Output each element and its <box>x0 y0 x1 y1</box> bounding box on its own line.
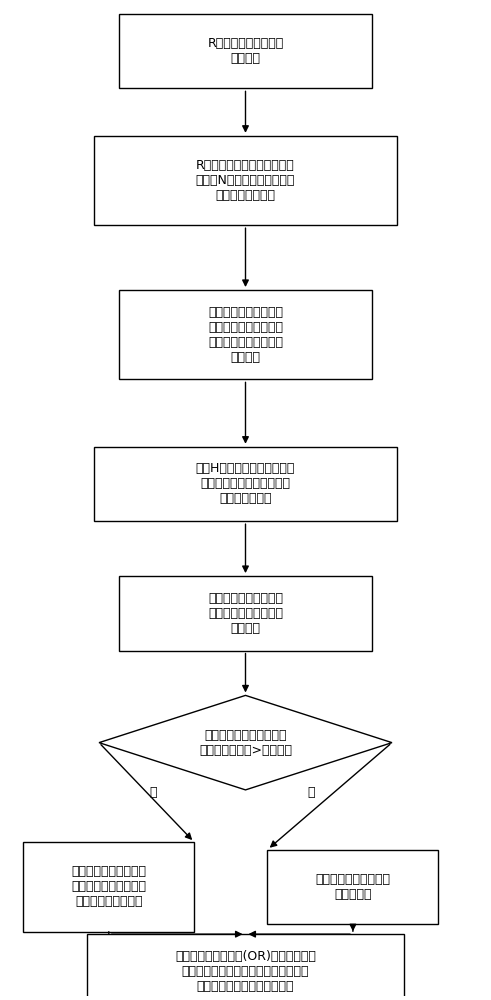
Text: 利用H无穷滤波方法求得每个
认知用户对应的信道阴影衰
落增益变化趋势: 利用H无穷滤波方法求得每个 认知用户对应的信道阴影衰 落增益变化趋势 <box>196 462 295 505</box>
Text: R个认知用户进行本地
频谱检测: R个认知用户进行本地 频谱检测 <box>207 37 284 65</box>
Text: R个认知用户将本地频谱检测
结果和N个时刻的感知数据发
送给数据融合中心: R个认知用户将本地频谱检测 结果和N个时刻的感知数据发 送给数据融合中心 <box>196 159 295 202</box>
FancyBboxPatch shape <box>24 842 194 932</box>
Text: 认知用户存在拜占庭式
攻击行为，删除认知用
户本地频谱感知结果: 认知用户存在拜占庭式 攻击行为，删除认知用 户本地频谱感知结果 <box>71 865 146 908</box>
FancyBboxPatch shape <box>87 934 404 1000</box>
Text: 计算每个认知用户对应
的信道阴影衰落增益变
化测试量: 计算每个认知用户对应 的信道阴影衰落增益变 化测试量 <box>208 592 283 635</box>
FancyBboxPatch shape <box>118 14 373 88</box>
Polygon shape <box>99 695 392 790</box>
Text: 数据融合中心构建每个
认知用户对应的信道阴
影衰落增益变化的状态
空间模型: 数据融合中心构建每个 认知用户对应的信道阴 影衰落增益变化的状态 空间模型 <box>208 306 283 364</box>
Text: 否: 否 <box>308 786 315 799</box>
FancyBboxPatch shape <box>118 576 373 651</box>
FancyBboxPatch shape <box>94 447 397 521</box>
FancyBboxPatch shape <box>118 290 373 379</box>
FancyBboxPatch shape <box>94 136 397 225</box>
Text: 是: 是 <box>149 786 157 799</box>
Text: 对于每个认知用户，比较
信道增益测试量>给定阈值: 对于每个认知用户，比较 信道增益测试量>给定阈值 <box>199 729 292 757</box>
Text: 认知用户数据和本地感
知结果有效: 认知用户数据和本地感 知结果有效 <box>315 873 390 901</box>
FancyBboxPatch shape <box>268 850 438 924</box>
Text: 数据融合中心通过或(OR)准则对无攻击
行为的认知用户本地频谱感知结果进行
决策融合，得到最终感知结果: 数据融合中心通过或(OR)准则对无攻击 行为的认知用户本地频谱感知结果进行 决策… <box>175 950 316 993</box>
